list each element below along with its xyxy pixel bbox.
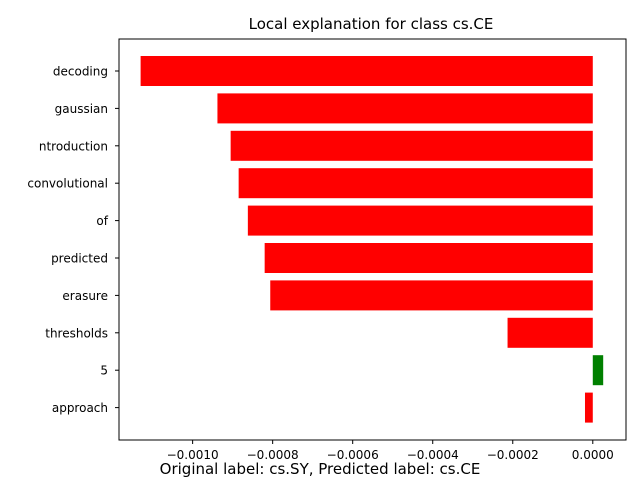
y-tick-label: of	[96, 214, 108, 228]
x-tick-label: −0.0004	[407, 448, 459, 462]
bar-6	[270, 280, 593, 311]
chart-title: Local explanation for class cs.CE	[249, 15, 494, 33]
caption: Original label: cs.SY, Predicted label: …	[160, 460, 481, 478]
y-tick-label: 5	[100, 364, 108, 378]
y-tick-label: erasure	[62, 289, 108, 303]
bar-1	[217, 93, 593, 124]
y-tick-label: gaussian	[55, 102, 108, 116]
bar-2	[230, 130, 593, 161]
y-tick-label: thresholds	[45, 326, 108, 340]
bar-7	[507, 317, 593, 348]
bars-layer	[140, 56, 604, 423]
x-tick-label: 0.0000	[572, 448, 614, 462]
y-tick-label: decoding	[53, 65, 108, 79]
bar-0	[140, 56, 593, 86]
x-tick-label: −0.0010	[167, 448, 219, 462]
plot-frame	[118, 38, 627, 441]
y-tick-label: ntroduction	[39, 139, 108, 153]
bar-3	[238, 168, 593, 199]
y-tick-label: approach	[52, 401, 108, 415]
y-axis: decoding gaussian ntroduction convolutional…	[27, 65, 119, 415]
bar-4	[247, 205, 593, 236]
bar-5	[264, 243, 593, 273]
y-tick-label: convolutional	[27, 177, 108, 191]
x-tick-label: −0.0008	[247, 448, 299, 462]
x-axis: −0.0010 −0.0008 −0.0006 −0.0004 −0.0002 0.000…	[167, 440, 614, 462]
bar-8	[592, 355, 604, 386]
x-tick-label: −0.0002	[487, 448, 539, 462]
y-tick-label: predicted	[51, 252, 108, 266]
x-tick-label: −0.0006	[327, 448, 379, 462]
bar-9	[584, 392, 593, 423]
